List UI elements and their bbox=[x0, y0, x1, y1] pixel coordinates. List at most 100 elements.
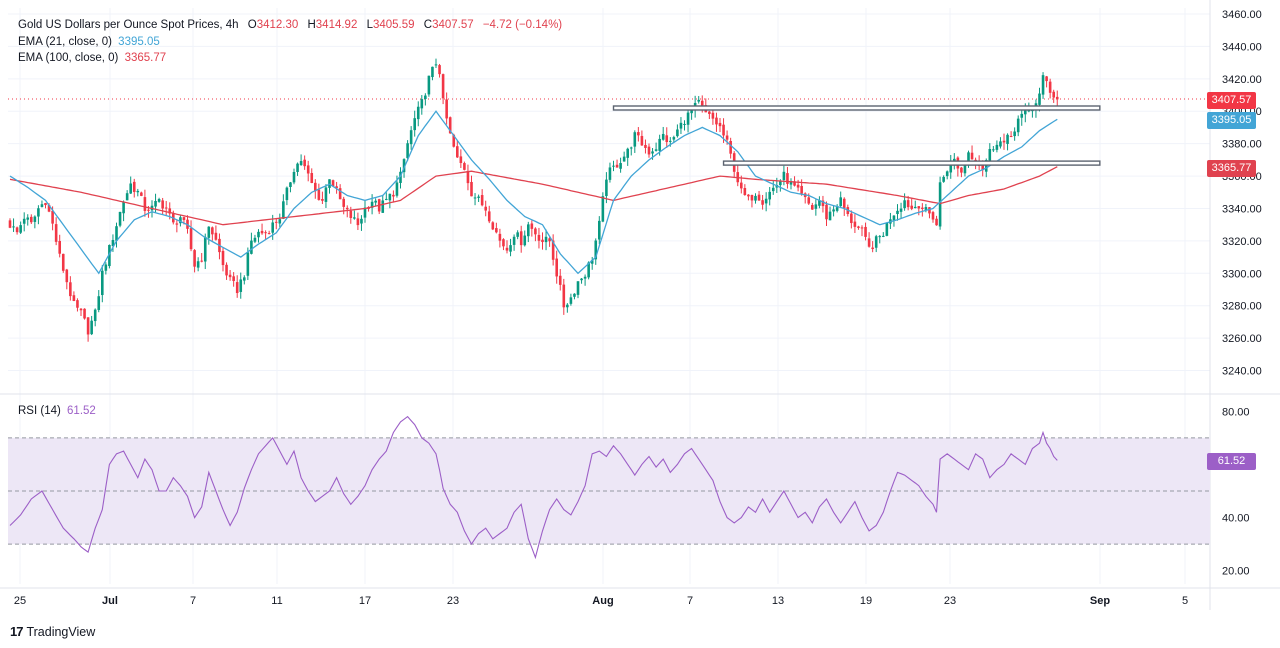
candle-body bbox=[921, 207, 924, 209]
ema21-legend[interactable]: EMA (21, close, 0) 3395.05 bbox=[18, 35, 160, 50]
candle-body bbox=[331, 180, 335, 187]
candle bbox=[285, 186, 289, 206]
candle-body bbox=[1048, 81, 1052, 93]
candle bbox=[814, 199, 818, 216]
candle bbox=[143, 189, 147, 217]
candle-body bbox=[360, 218, 363, 224]
candle-body bbox=[466, 170, 470, 184]
candle bbox=[342, 196, 345, 215]
candle bbox=[708, 110, 711, 120]
candle-body bbox=[665, 135, 669, 143]
candle-body bbox=[232, 276, 235, 282]
candle-body bbox=[1009, 136, 1013, 138]
candle bbox=[274, 217, 278, 230]
ema100-value: 3365.77 bbox=[124, 52, 167, 64]
candle-body bbox=[626, 148, 629, 158]
candle-body bbox=[207, 226, 211, 238]
candle-body bbox=[101, 270, 104, 296]
candle-body bbox=[544, 236, 548, 243]
symbol-legend[interactable]: Gold US Dollars per Ounce Spot Prices, 4… bbox=[18, 18, 562, 33]
candle bbox=[835, 204, 839, 213]
candle bbox=[487, 205, 491, 224]
candle bbox=[1041, 72, 1045, 99]
candle bbox=[718, 117, 722, 133]
candle bbox=[164, 200, 168, 216]
candle-body bbox=[154, 200, 157, 207]
candle bbox=[8, 218, 12, 229]
candle-body bbox=[566, 304, 569, 308]
candle bbox=[356, 212, 360, 231]
candle-body bbox=[697, 99, 700, 102]
candle bbox=[314, 179, 317, 199]
candle bbox=[225, 262, 228, 280]
candle bbox=[569, 293, 573, 306]
candle bbox=[232, 272, 235, 287]
candle bbox=[580, 277, 583, 284]
candle bbox=[594, 238, 598, 265]
candle bbox=[86, 317, 90, 342]
candle-body bbox=[140, 192, 143, 196]
candle bbox=[324, 184, 328, 208]
candle-body bbox=[54, 224, 58, 242]
candle-body bbox=[239, 279, 243, 292]
candle bbox=[729, 137, 732, 159]
candle-body bbox=[686, 112, 690, 125]
candle-body bbox=[562, 284, 566, 308]
candle bbox=[431, 66, 434, 81]
candle-body bbox=[708, 111, 711, 114]
candle bbox=[239, 272, 243, 299]
candle bbox=[1048, 78, 1052, 99]
candle-body bbox=[111, 239, 115, 247]
candle-body bbox=[793, 181, 796, 186]
candle-body bbox=[754, 195, 757, 201]
ema100-legend[interactable]: EMA (100, close, 0) 3365.77 bbox=[18, 51, 166, 66]
candle-body bbox=[90, 320, 93, 335]
tradingview-logo[interactable]: 17 TradingView bbox=[10, 624, 95, 639]
candle bbox=[491, 221, 495, 231]
candle-body bbox=[118, 211, 122, 226]
candle-body bbox=[509, 245, 512, 252]
price-tick-label: 3440.00 bbox=[1222, 41, 1262, 53]
candle-body bbox=[995, 144, 999, 150]
candle-body bbox=[69, 282, 72, 297]
candle-body bbox=[740, 182, 743, 189]
candle bbox=[683, 120, 686, 131]
candle bbox=[321, 191, 324, 205]
candle-body bbox=[789, 181, 793, 185]
candle-body bbox=[711, 112, 715, 119]
rsi-line bbox=[9, 415, 1058, 560]
candle-body bbox=[409, 130, 413, 145]
candle-body bbox=[743, 187, 747, 196]
candle bbox=[743, 184, 747, 196]
candle-body bbox=[97, 296, 101, 310]
candle-body bbox=[456, 146, 459, 158]
candle bbox=[906, 195, 910, 211]
ohlc-close-label: C bbox=[423, 19, 433, 31]
candle-body bbox=[903, 200, 906, 209]
candle bbox=[303, 155, 306, 170]
candle bbox=[363, 200, 367, 223]
candle-body bbox=[278, 219, 282, 224]
candle-body bbox=[885, 222, 889, 236]
candle bbox=[203, 233, 207, 270]
candle bbox=[811, 202, 814, 210]
resistance-line bbox=[722, 160, 1101, 166]
candle-body bbox=[349, 210, 353, 218]
candle bbox=[551, 234, 555, 266]
candle-body bbox=[104, 264, 108, 271]
candle bbox=[58, 234, 61, 258]
rsi-legend[interactable]: RSI (14) 61.52 bbox=[18, 404, 96, 419]
candle bbox=[519, 225, 523, 253]
candle-body bbox=[30, 216, 33, 223]
candle-body bbox=[33, 216, 37, 222]
candle-body bbox=[292, 171, 296, 183]
candle bbox=[789, 178, 793, 190]
candle-body bbox=[115, 226, 118, 241]
candle-body bbox=[452, 134, 456, 147]
candle bbox=[505, 240, 509, 254]
resistance-lines[interactable] bbox=[612, 105, 1101, 166]
candle-body bbox=[747, 194, 750, 197]
candle bbox=[537, 227, 541, 249]
candle bbox=[715, 112, 718, 132]
